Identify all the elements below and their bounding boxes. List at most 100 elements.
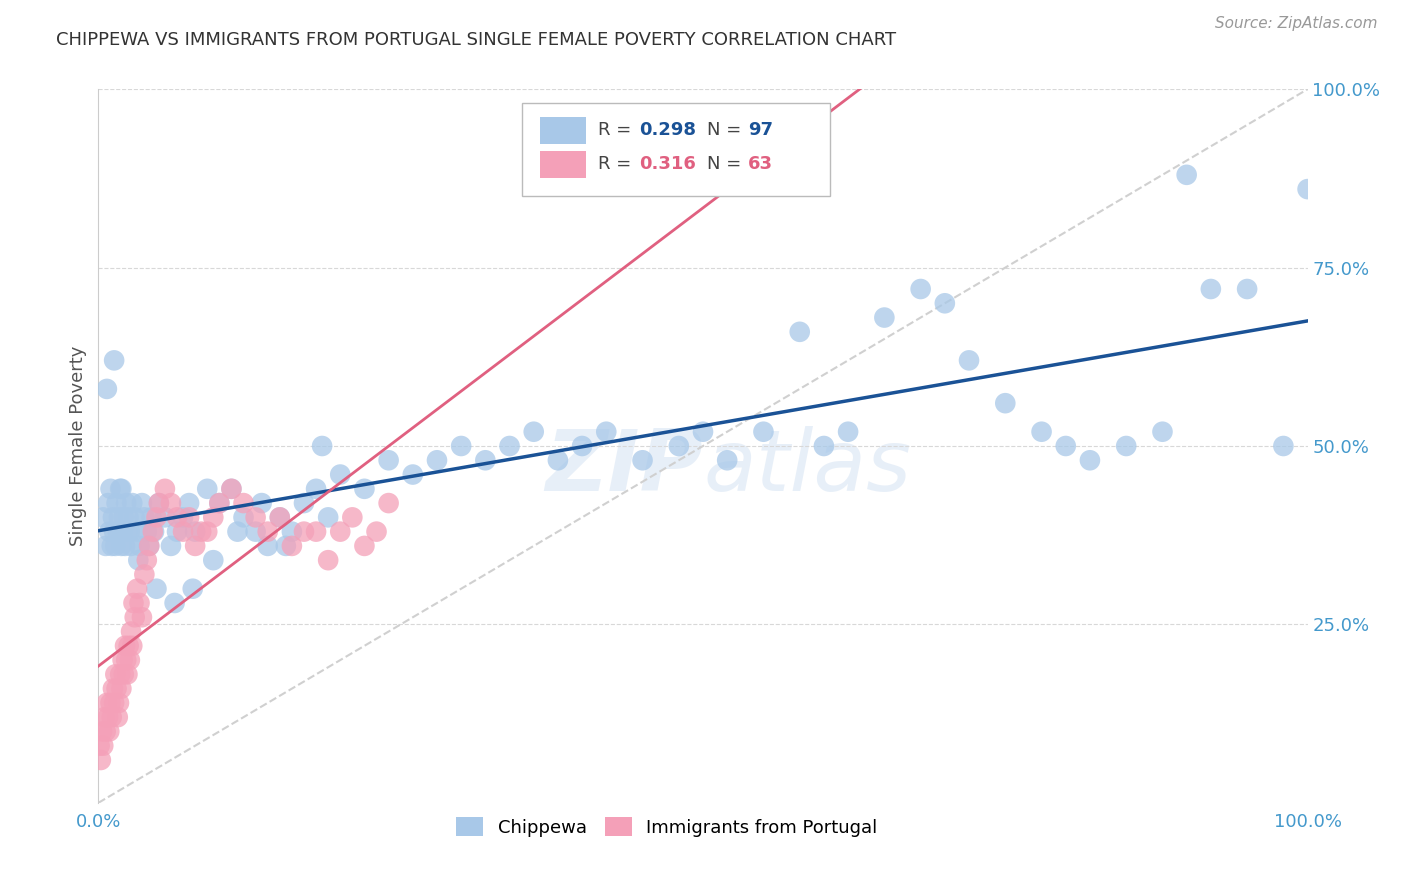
Point xyxy=(145,510,167,524)
Point xyxy=(103,696,125,710)
Point xyxy=(474,453,496,467)
FancyBboxPatch shape xyxy=(540,117,586,145)
Point xyxy=(90,753,112,767)
Point xyxy=(101,510,124,524)
Point xyxy=(752,425,775,439)
Point xyxy=(195,482,218,496)
Point xyxy=(1054,439,1077,453)
Point xyxy=(104,667,127,681)
Point xyxy=(1031,425,1053,439)
Point xyxy=(127,553,149,567)
Point xyxy=(221,482,243,496)
Text: R =: R = xyxy=(598,155,637,173)
Point xyxy=(166,510,188,524)
Point xyxy=(121,639,143,653)
Point xyxy=(342,510,364,524)
Point xyxy=(498,439,520,453)
Point xyxy=(329,524,352,539)
Point xyxy=(837,425,859,439)
Point xyxy=(124,510,146,524)
Point xyxy=(117,524,139,539)
Text: CHIPPEWA VS IMMIGRANTS FROM PORTUGAL SINGLE FEMALE POVERTY CORRELATION CHART: CHIPPEWA VS IMMIGRANTS FROM PORTUGAL SIN… xyxy=(56,31,897,49)
Point xyxy=(103,524,125,539)
Text: Source: ZipAtlas.com: Source: ZipAtlas.com xyxy=(1215,16,1378,31)
Point xyxy=(114,539,136,553)
Point xyxy=(121,496,143,510)
Point xyxy=(571,439,593,453)
Point xyxy=(100,710,122,724)
Point xyxy=(281,524,304,539)
Point xyxy=(402,467,425,482)
Point xyxy=(105,496,128,510)
Point xyxy=(274,539,297,553)
Text: R =: R = xyxy=(598,121,637,139)
Point xyxy=(122,596,145,610)
Point xyxy=(148,496,170,510)
Point xyxy=(269,510,291,524)
Point xyxy=(135,524,157,539)
Point xyxy=(1296,182,1319,196)
Point xyxy=(127,582,149,596)
Point xyxy=(1152,425,1174,439)
Point xyxy=(692,425,714,439)
Text: 97: 97 xyxy=(748,121,773,139)
Point xyxy=(202,510,225,524)
Point xyxy=(112,667,135,681)
Point xyxy=(145,582,167,596)
Point xyxy=(426,453,449,467)
Point xyxy=(141,510,163,524)
Point xyxy=(190,524,212,539)
Point xyxy=(120,539,142,553)
Point xyxy=(245,510,267,524)
Text: ZIP: ZIP xyxy=(546,425,703,509)
Point xyxy=(377,453,399,467)
Point xyxy=(232,510,254,524)
Point xyxy=(103,353,125,368)
Point xyxy=(668,439,690,453)
Point xyxy=(184,539,207,553)
Point xyxy=(98,724,121,739)
Point xyxy=(250,496,273,510)
Point xyxy=(115,653,138,667)
Point xyxy=(195,524,218,539)
Point xyxy=(281,539,304,553)
Point xyxy=(89,739,111,753)
Point xyxy=(329,467,352,482)
Point xyxy=(377,496,399,510)
Point xyxy=(1078,453,1101,467)
Point xyxy=(107,524,129,539)
FancyBboxPatch shape xyxy=(522,103,830,196)
Point xyxy=(353,539,375,553)
Point xyxy=(96,382,118,396)
Point xyxy=(160,539,183,553)
Point xyxy=(172,524,194,539)
Point xyxy=(108,696,131,710)
Point xyxy=(305,482,328,496)
Point xyxy=(226,524,249,539)
Point xyxy=(91,724,114,739)
Point xyxy=(163,596,186,610)
Point xyxy=(160,496,183,510)
Point xyxy=(292,496,315,510)
Point xyxy=(117,667,139,681)
Point xyxy=(208,496,231,510)
Point xyxy=(256,539,278,553)
Point xyxy=(108,667,131,681)
Point xyxy=(994,396,1017,410)
Point xyxy=(366,524,388,539)
Point xyxy=(93,710,115,724)
Point xyxy=(631,453,654,467)
Point xyxy=(143,524,166,539)
Point xyxy=(353,482,375,496)
Point xyxy=(98,524,121,539)
Point xyxy=(1199,282,1222,296)
FancyBboxPatch shape xyxy=(540,152,586,178)
Point xyxy=(957,353,980,368)
Point xyxy=(108,482,131,496)
Point xyxy=(934,296,956,310)
Point xyxy=(97,710,120,724)
Point xyxy=(716,453,738,467)
Point xyxy=(124,610,146,624)
Point xyxy=(111,653,134,667)
Point xyxy=(128,596,150,610)
